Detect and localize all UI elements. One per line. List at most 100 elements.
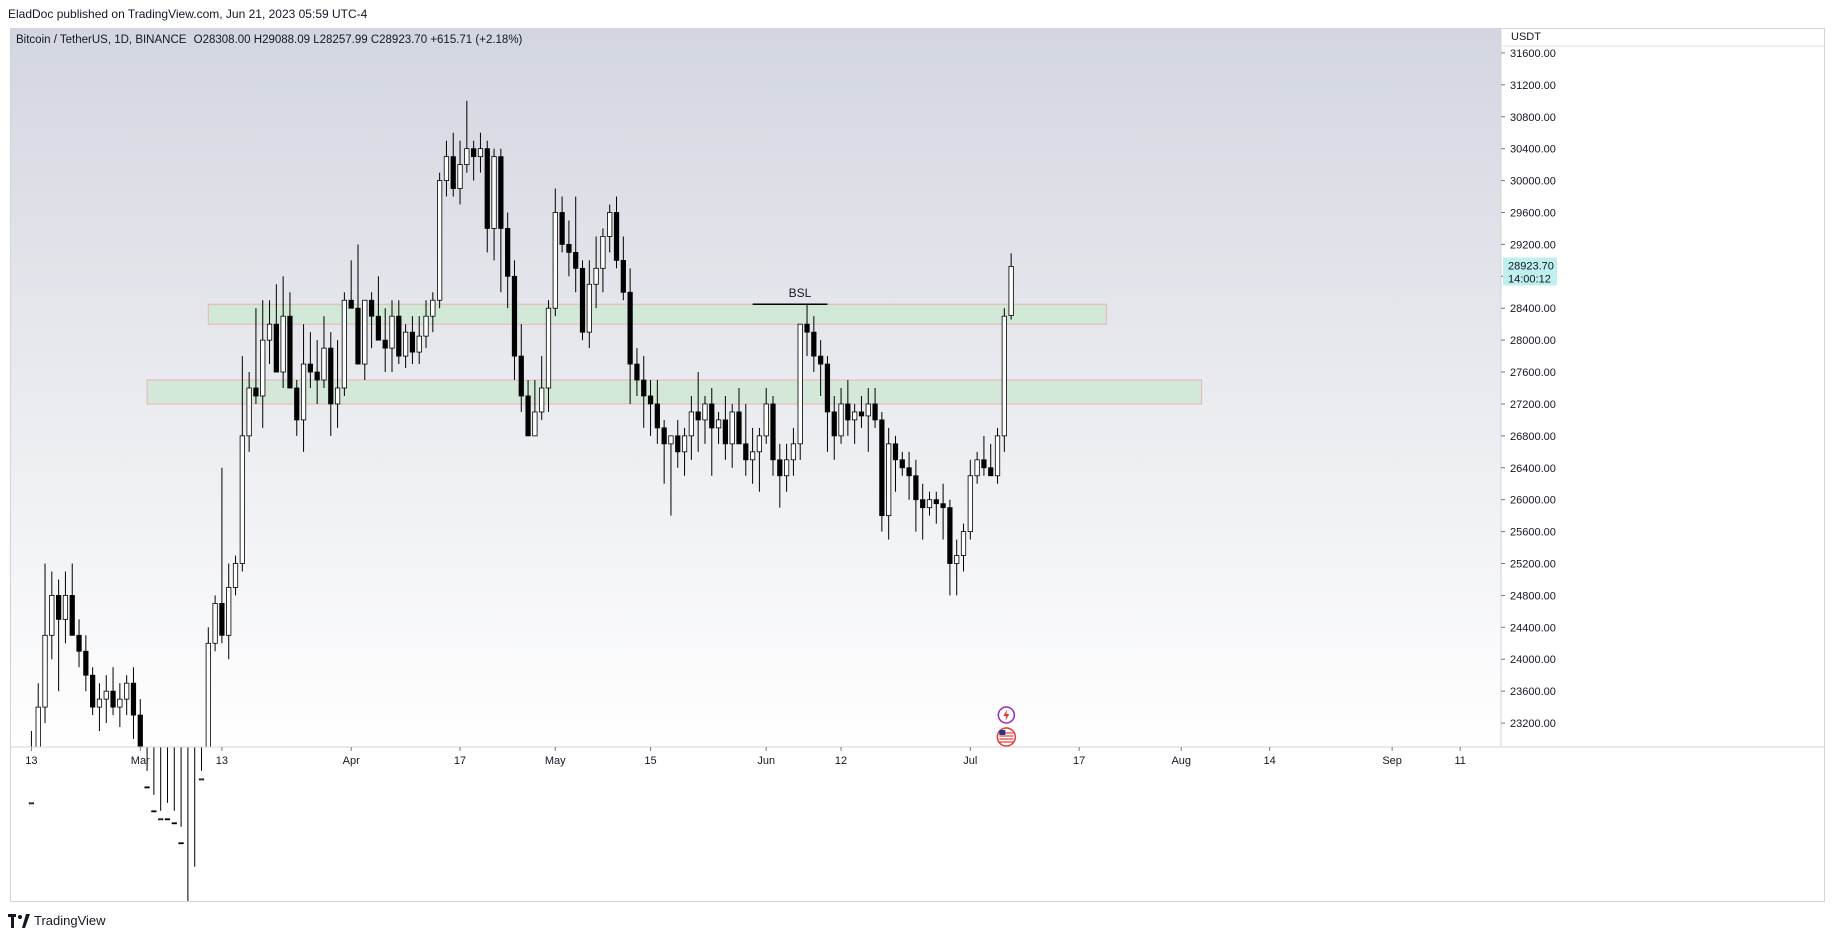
candle-body: [76, 634, 82, 652]
candle-body: [403, 331, 409, 357]
candle-body: [627, 291, 633, 365]
candle-body: [273, 323, 279, 373]
candle-body: [661, 427, 667, 445]
candles-group: [28, 100, 1014, 901]
price-tick-label: 26800.00: [1510, 431, 1556, 443]
candle-body: [144, 786, 150, 789]
candle-body: [715, 419, 722, 429]
candle-body: [294, 387, 300, 421]
candle-body: [913, 475, 919, 501]
candle-body: [559, 212, 565, 245]
candle-body: [151, 810, 157, 813]
candle-body: [974, 459, 980, 477]
candle-body: [1008, 266, 1014, 316]
candle-body: [947, 507, 953, 564]
candle-body: [967, 475, 973, 532]
candle-body: [389, 315, 395, 349]
candle-body: [831, 411, 837, 437]
candle-body: [260, 339, 266, 397]
candle-body: [838, 403, 844, 437]
price-tick-label: 24400.00: [1510, 622, 1556, 634]
candle-body: [90, 674, 96, 708]
candle-body: [49, 595, 55, 636]
candle-body: [899, 459, 905, 469]
lightning-bolt-icon: [1003, 709, 1010, 721]
candle-body: [450, 156, 456, 189]
candle-body: [552, 212, 558, 309]
candle-body: [280, 315, 286, 373]
price-tick-label: 23200.00: [1510, 718, 1556, 730]
time-tick-label: Apr: [343, 755, 360, 767]
candle-body: [328, 347, 334, 405]
price-tick-label: 30800.00: [1510, 112, 1556, 124]
candle-body: [253, 387, 259, 397]
candle-body: [62, 595, 69, 620]
candle-body: [654, 403, 660, 429]
candle-body: [321, 347, 327, 381]
candle-body: [96, 698, 103, 708]
candle-body: [443, 156, 450, 181]
candle-body: [477, 148, 484, 158]
candle-body: [858, 411, 865, 417]
candle-body: [763, 403, 769, 437]
footer-brand: TradingView: [34, 913, 106, 928]
candle-body: [287, 315, 293, 389]
candle-body: [892, 443, 899, 461]
candle-body: [35, 706, 41, 748]
candle-body: [988, 467, 994, 477]
candle-body: [573, 251, 579, 269]
candle-body: [300, 363, 307, 421]
chart-frame[interactable]: BSL USDT 23200.00 23600.00 24000.00 24400.00 2…: [10, 28, 1825, 902]
candle-body: [566, 243, 572, 253]
time-tick-label: 11: [1454, 755, 1465, 767]
candle-body: [756, 435, 763, 453]
candle-body: [430, 299, 436, 317]
time-tick-label: 17: [454, 755, 466, 767]
candle-body: [198, 778, 205, 781]
last-price-label: 28923.70: [1508, 260, 1554, 272]
time-tick-label: May: [545, 755, 566, 767]
candle-body: [362, 299, 368, 365]
candle-body: [232, 563, 239, 588]
time-tick-label: 15: [644, 755, 656, 767]
candle-body: [137, 714, 143, 748]
time-tick-label: Mar: [131, 755, 150, 767]
time-tick-label: Jul: [963, 755, 977, 767]
candle-body: [804, 323, 810, 333]
time-tick-label: Sep: [1382, 755, 1402, 767]
candle-body: [960, 531, 967, 556]
candle-body: [845, 403, 851, 421]
candle-body: [926, 499, 933, 509]
price-tick-label: 25600.00: [1510, 527, 1556, 539]
candle-body: [471, 148, 477, 158]
candle-body: [355, 307, 361, 365]
candle-body: [511, 275, 518, 357]
candle-body: [681, 435, 688, 453]
candle-body: [178, 842, 184, 845]
time-tick-label: 13: [216, 755, 228, 767]
candlestick-chart[interactable]: BSL USDT 23200.00 23600.00 24000.00 24400.00 2…: [11, 29, 1825, 902]
candle-body: [940, 503, 946, 509]
time-tick-label: 13: [25, 755, 37, 767]
legend-low: L28257.99: [313, 34, 368, 46]
last-price-box: [1503, 257, 1557, 286]
candle-body: [879, 419, 885, 517]
candle-body: [709, 403, 715, 429]
candle-body: [416, 335, 422, 353]
candle-body: [266, 323, 273, 341]
price-tick-label: 27600.00: [1510, 367, 1556, 379]
candle-body: [668, 435, 674, 445]
candle-body: [158, 818, 164, 821]
candle-body: [437, 180, 443, 301]
candle-body: [484, 148, 490, 229]
price-tick-label: 28400.00: [1510, 303, 1556, 315]
time-tick-label: Jun: [757, 755, 775, 767]
candle-body: [634, 363, 640, 381]
candle-body: [865, 403, 871, 417]
candle-body: [368, 299, 375, 317]
candle-body: [770, 403, 776, 461]
footer: TradingView: [8, 910, 106, 932]
price-tick-label: 25200.00: [1510, 559, 1556, 571]
candle-body: [1001, 315, 1007, 437]
price-tick-label: 23600.00: [1510, 686, 1556, 698]
